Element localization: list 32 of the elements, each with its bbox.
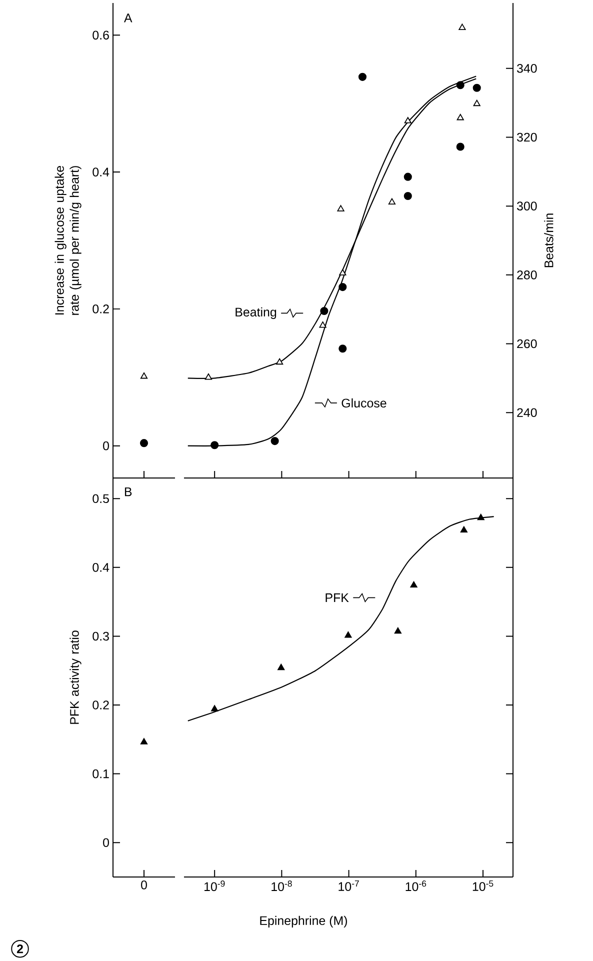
y2-tick-label: 240	[517, 408, 537, 418]
x-axis-title: Epinephrine (M)	[260, 916, 347, 928]
y2-tick-label: 340	[516, 64, 537, 73]
y-tick-label: 0.2	[92, 304, 109, 314]
text: 2	[16, 944, 23, 954]
y2-tick-label: 320	[516, 132, 537, 142]
y2-axis-title: Beats/min	[544, 214, 554, 268]
y-tick-label: 0.3	[92, 632, 109, 641]
y-tick-label: 0.4	[92, 168, 110, 176]
x-tick-label: 10$^{-5}$	[472, 880, 494, 891]
annotation: Glucose	[342, 398, 386, 408]
x-tick-label: 10$^{-6}$	[406, 880, 426, 892]
y-axis-title: Increase in glucose uptake rate (µmol per min/g heart)	[54, 166, 82, 315]
y-tick-label: 0.4	[92, 563, 110, 572]
y2-tick-label: 260	[517, 339, 537, 348]
annotation: Beating	[236, 307, 276, 319]
x-tick-label: 10$^{-7}$	[338, 880, 359, 891]
y-tick-label: 0.5	[92, 494, 109, 504]
y-tick-label: 0.6	[92, 30, 109, 40]
y-tick-label: 0.2	[92, 700, 109, 710]
x-tick-label: 10$^{-8}$	[272, 880, 292, 892]
y2-tick-label: 300	[516, 202, 537, 210]
y-tick-label: 0	[103, 441, 109, 450]
annotation: A	[124, 14, 132, 22]
x-tick-label: 10$^{-9}$	[204, 880, 225, 892]
y-axis-title: PFK activity ratio	[70, 630, 82, 724]
y2-tick-label: 280	[517, 270, 537, 280]
x-tick-label: 0	[141, 880, 147, 890]
y-tick-label: 0.1	[92, 769, 109, 778]
annotation: B	[124, 488, 132, 496]
y-tick-label: 0	[103, 838, 109, 848]
annotation: PFK	[326, 593, 349, 602]
